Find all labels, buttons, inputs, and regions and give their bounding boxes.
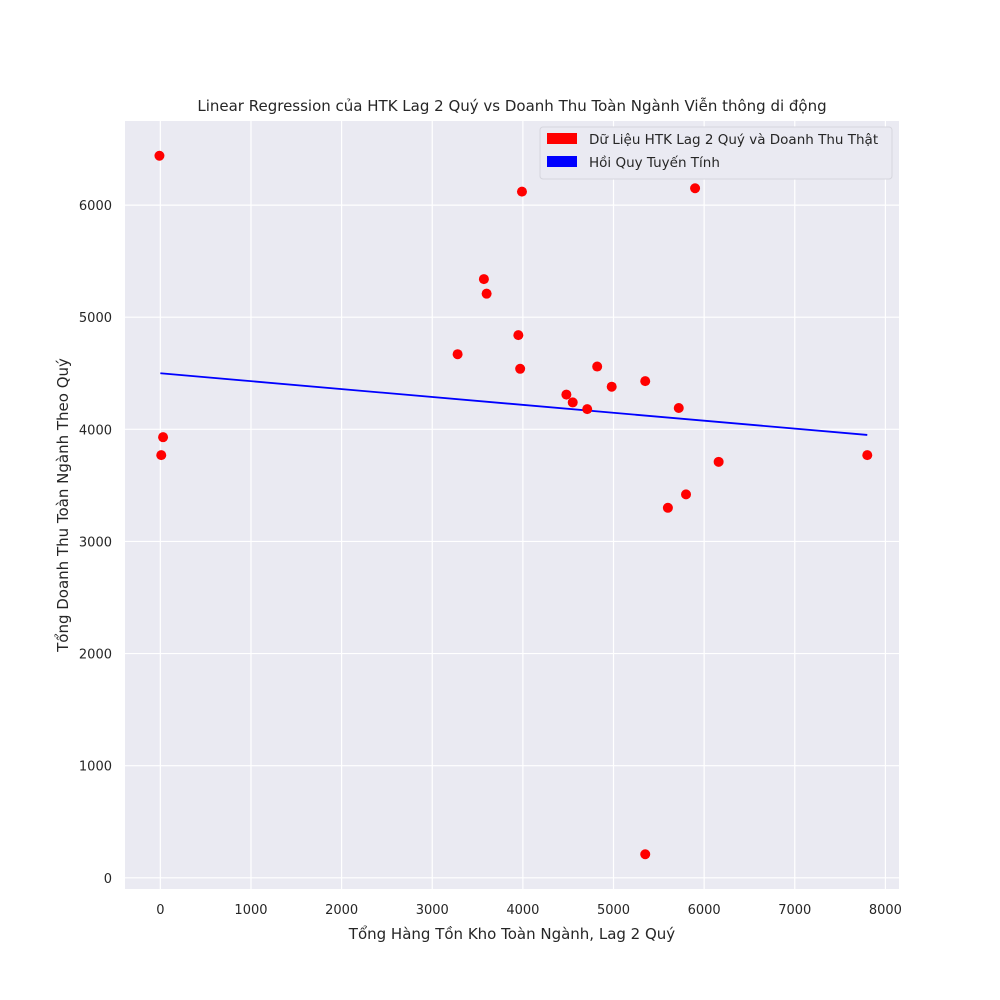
scatter-point	[567, 397, 578, 408]
legend-label-scatter: Dữ Liệu HTK Lag 2 Quý và Doanh Thu Thật	[589, 132, 878, 148]
plot-area	[125, 121, 899, 889]
x-axis-ticks: 0 1000 2000 3000 4000 5000 6000 7000 8000	[156, 903, 902, 918]
scatter-point	[158, 432, 169, 443]
scatter-point	[606, 381, 617, 392]
scatter-point	[713, 456, 724, 467]
chart-title: Linear Regression của HTK Lag 2 Quý vs D…	[197, 97, 826, 115]
y-tick-label: 6000	[79, 199, 112, 214]
legend-swatch-regression	[547, 156, 577, 167]
scatter-point	[513, 330, 524, 341]
scatter-point	[516, 186, 527, 197]
x-tick-label: 7000	[778, 903, 811, 918]
scatter-point	[452, 349, 463, 360]
x-tick-label: 3000	[416, 903, 449, 918]
scatter-point	[673, 403, 684, 414]
scatter-point	[690, 183, 701, 194]
x-tick-label: 6000	[688, 903, 721, 918]
legend-swatch-scatter	[547, 133, 577, 144]
scatter-point	[481, 288, 492, 299]
y-tick-label: 3000	[79, 535, 112, 550]
scatter-point	[640, 376, 651, 387]
grid-lines	[125, 121, 899, 889]
x-tick-label: 4000	[506, 903, 539, 918]
scatter-point	[662, 502, 673, 513]
scatter-point	[561, 389, 572, 400]
scatter-point	[156, 450, 167, 461]
scatter-point	[478, 274, 489, 285]
x-tick-label: 8000	[869, 903, 902, 918]
x-tick-label: 5000	[597, 903, 630, 918]
legend-box	[539, 126, 893, 180]
scatter-point	[154, 150, 165, 161]
x-tick-label: 1000	[234, 903, 267, 918]
y-tick-label: 0	[104, 872, 112, 887]
scatter-point	[862, 450, 873, 461]
x-tick-label: 2000	[325, 903, 358, 918]
scatter-point	[681, 489, 692, 500]
y-tick-label: 2000	[79, 648, 112, 663]
regression-line	[160, 372, 868, 436]
y-tick-label: 4000	[79, 423, 112, 438]
y-tick-label: 1000	[79, 760, 112, 775]
y-tick-label: 5000	[79, 311, 112, 326]
y-axis-label: Tổng Doanh Thu Toàn Ngành Theo Quý	[54, 358, 72, 653]
scatter-point	[515, 363, 526, 374]
legend-label-regression: Hồi Quy Tuyến Tính	[589, 154, 720, 171]
y-axis-ticks: 0 1000 2000 3000 4000 5000 6000	[79, 199, 112, 887]
scatter-point	[582, 404, 593, 415]
x-tick-label: 0	[156, 903, 164, 918]
legend: Dữ Liệu HTK Lag 2 Quý và Doanh Thu Thật …	[539, 126, 893, 180]
data-series	[154, 150, 873, 860]
x-axis-label: Tổng Hàng Tồn Kho Toàn Ngành, Lag 2 Quý	[348, 925, 676, 943]
scatter-point	[592, 361, 603, 372]
scatter-point	[640, 849, 651, 860]
